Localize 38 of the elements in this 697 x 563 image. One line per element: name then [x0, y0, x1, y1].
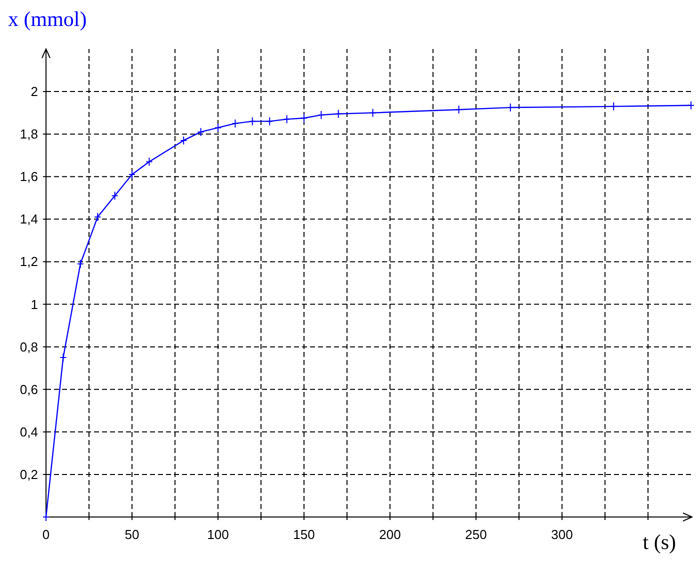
point — [146, 157, 153, 166]
point — [214, 123, 222, 132]
point — [94, 212, 102, 222]
y-tick-label: 0,2 — [20, 466, 38, 482]
point — [283, 114, 290, 124]
point — [318, 110, 325, 120]
y-tick-label: 1,6 — [20, 169, 38, 184]
x-tick-label: 50 — [124, 527, 140, 542]
point — [300, 114, 308, 123]
x-tick-label: 200 — [379, 527, 401, 542]
x-tick-label: 0 — [42, 527, 50, 542]
point — [197, 127, 204, 136]
x-tick-label: 300 — [551, 527, 573, 542]
y-tick-label: 1,4 — [20, 212, 38, 227]
y-tick-label: 1,2 — [20, 254, 38, 270]
point — [266, 116, 274, 126]
point — [76, 259, 84, 268]
x-tick-label: 150 — [293, 527, 315, 542]
point — [180, 136, 188, 145]
point — [610, 102, 618, 111]
point — [232, 118, 239, 128]
point — [455, 105, 462, 114]
point — [111, 191, 118, 200]
x-tick-label: 100 — [207, 527, 229, 542]
x-tick-label: 250 — [465, 527, 487, 542]
point — [128, 170, 136, 180]
x-axis-title: t (s) — [642, 530, 676, 554]
y-tick-label: 2 — [30, 84, 38, 100]
point — [248, 116, 256, 126]
y-axis-title: x (mmol) — [8, 7, 87, 31]
point — [369, 108, 376, 118]
y-tick-label: 1 — [30, 296, 38, 312]
point — [334, 109, 342, 118]
point — [60, 352, 67, 362]
y-tick-label: 0,6 — [20, 382, 38, 397]
y-tick-label: 0,4 — [20, 424, 38, 440]
y-tick-label: 1,8 — [20, 126, 38, 142]
y-tick-label: 0,8 — [20, 339, 38, 354]
